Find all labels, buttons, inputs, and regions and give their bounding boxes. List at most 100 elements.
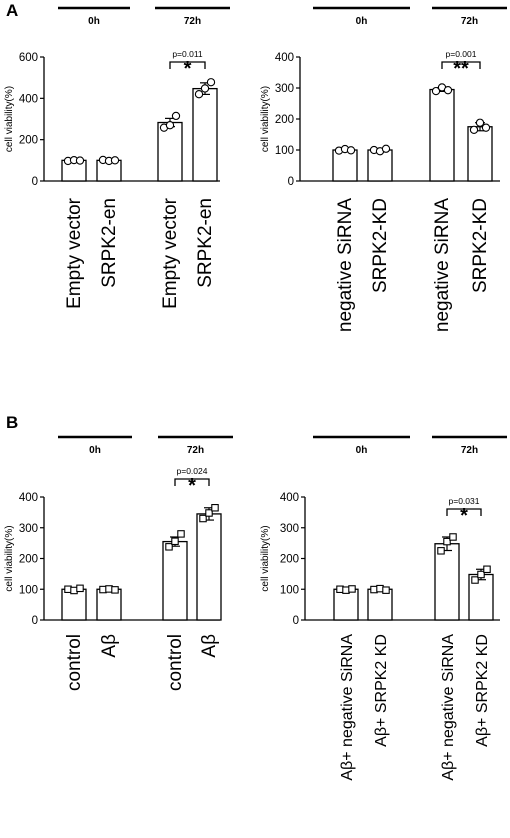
y-tick-label: 400 [19,93,38,105]
data-point [70,586,78,595]
x-tick-label: SRPK2-KD [370,198,391,293]
y-tick-label: 0 [288,176,294,188]
data-point [205,509,213,517]
bar [162,540,188,621]
y-tick-label: 0 [293,615,299,627]
y-tick-label: 400 [280,492,299,504]
y-tick-label: 0 [32,615,38,627]
y-tick-label: 200 [275,114,294,126]
p-value-label: p=0.024 [177,466,208,476]
bar [196,513,222,621]
x-tick-label: SRPK2-en [195,198,216,288]
data-point [105,585,113,593]
y-tick-label: 200 [19,554,38,566]
y-tick-label: 100 [19,584,38,596]
significance-bracket [446,508,482,516]
timepoint-label: 72h [461,445,478,456]
x-tick-label: Empty vector [64,197,85,309]
data-point [99,585,107,594]
bar [96,588,122,621]
data-point [431,86,441,96]
y-tick-label: 300 [275,83,294,95]
timepoint-label: 72h [461,16,478,27]
x-tick-label: control [165,634,186,691]
bar [157,121,183,182]
data-point [370,585,378,594]
y-tick-label: 300 [280,523,299,535]
p-value-label: p=0.001 [446,49,477,59]
data-point [475,118,485,127]
data-point [165,543,173,551]
data-point [346,146,356,155]
y-tick-label: 600 [19,52,38,64]
data-point [437,547,445,555]
chart-4: 0h 72h 0 100 200 300 400 cell viability(%) Aβ+ n… [260,435,507,781]
data-point [469,125,479,135]
data-point [211,504,219,512]
data-point [471,576,479,584]
data-point [443,537,451,546]
significance-stars: * [184,58,192,80]
data-point [110,156,120,165]
data-point [194,90,204,99]
timepoint-label: 0h [88,16,100,27]
data-point [376,584,384,593]
y-axis-label: cell viability(%) [4,525,15,591]
bar [333,588,359,621]
data-point [111,586,119,594]
p-value-label: p=0.011 [172,49,203,59]
bar [467,126,493,182]
significance-stars: * [460,505,468,527]
x-tick-label: Aβ [99,634,120,658]
y-tick-label: 400 [19,492,38,504]
significance-bracket [174,478,210,486]
significance-bracket [169,61,206,69]
data-point [200,84,210,93]
data-point [382,586,390,594]
data-point [449,533,457,541]
x-tick-label: Aβ+ negative SiRNA [339,634,356,781]
x-tick-label: Aβ+ SRPK2 KD [474,634,491,747]
data-point [348,585,356,593]
data-point [336,585,344,593]
data-point [443,86,453,95]
data-point [171,111,181,121]
x-tick-label: control [64,634,85,691]
data-point [177,530,185,538]
x-tick-label: SRPK2-KD [470,198,491,293]
y-tick-label: 200 [19,135,38,147]
y-tick-label: 200 [280,554,299,566]
data-point [75,156,85,165]
data-point [342,586,350,594]
x-tick-label: negative SiRNA [432,198,453,332]
timepoint-label: 0h [89,445,101,456]
y-axis-label: cell viability(%) [260,525,271,591]
timepoint-label: 0h [356,16,368,27]
y-tick-label: 0 [32,176,38,188]
data-point [483,565,491,574]
x-tick-label: Aβ+ negative SiRNA [440,634,457,781]
x-tick-label: Empty vector [160,197,181,309]
y-axis-label: cell viability(%) [4,86,15,152]
timepoint-label: 72h [187,445,204,456]
y-axis-label: cell viability(%) [260,86,271,152]
data-point [477,570,485,579]
y-tick-label: 300 [19,523,38,535]
chart-3: 0h 72h 0 100 200 300 400 cell viability(%) contr… [4,435,233,691]
timepoint-label: 0h [356,445,368,456]
significance-stars: ** [453,58,469,80]
y-tick-label: 100 [280,584,299,596]
panel-label-b: B [6,413,18,432]
y-tick-label: 400 [275,52,294,64]
data-point [206,78,216,87]
data-point [64,585,72,593]
bar [434,543,460,621]
bar [429,88,455,182]
data-point [171,537,179,546]
x-tick-label: Aβ+ SRPK2 KD [373,634,390,747]
significance-stars: * [188,475,196,497]
data-point [199,514,207,523]
data-point [76,584,84,593]
p-value-label: p=0.031 [449,496,480,506]
